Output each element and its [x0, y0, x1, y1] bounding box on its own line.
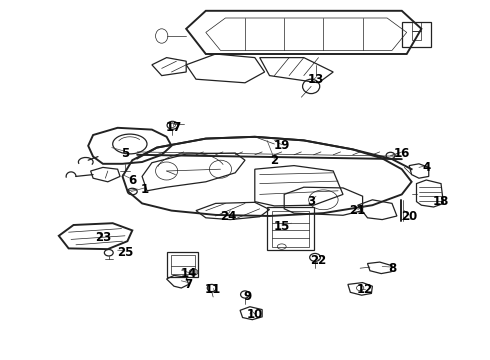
Text: 15: 15 [273, 220, 290, 233]
Bar [402, 22, 431, 47]
Text: 20: 20 [401, 210, 417, 222]
Text: 12: 12 [357, 283, 373, 296]
Bar [412, 31, 421, 40]
Bar [167, 252, 198, 277]
Bar [272, 211, 309, 247]
Text: 13: 13 [308, 73, 324, 86]
Text: 8: 8 [388, 262, 396, 275]
Text: 11: 11 [205, 283, 221, 296]
Text: 23: 23 [95, 231, 111, 244]
Text: 18: 18 [433, 195, 449, 208]
Text: 9: 9 [244, 291, 251, 303]
Bar [412, 22, 421, 31]
Text: 10: 10 [246, 309, 263, 321]
Text: 5: 5 [121, 147, 129, 159]
Text: 24: 24 [220, 210, 236, 222]
Text: 7: 7 [185, 278, 193, 291]
Text: 22: 22 [310, 255, 327, 267]
Text: 17: 17 [166, 121, 182, 134]
Text: 21: 21 [349, 204, 366, 217]
Bar [171, 255, 195, 274]
Text: 1: 1 [141, 183, 148, 195]
Ellipse shape [189, 269, 198, 275]
Text: 4: 4 [422, 161, 430, 174]
Text: 2: 2 [270, 154, 278, 167]
Text: 16: 16 [393, 147, 410, 159]
Bar [267, 207, 314, 250]
Text: 3: 3 [307, 195, 315, 208]
Text: 14: 14 [180, 267, 197, 280]
Text: 25: 25 [117, 246, 133, 258]
Text: 19: 19 [273, 139, 290, 152]
Text: 6: 6 [128, 174, 136, 186]
